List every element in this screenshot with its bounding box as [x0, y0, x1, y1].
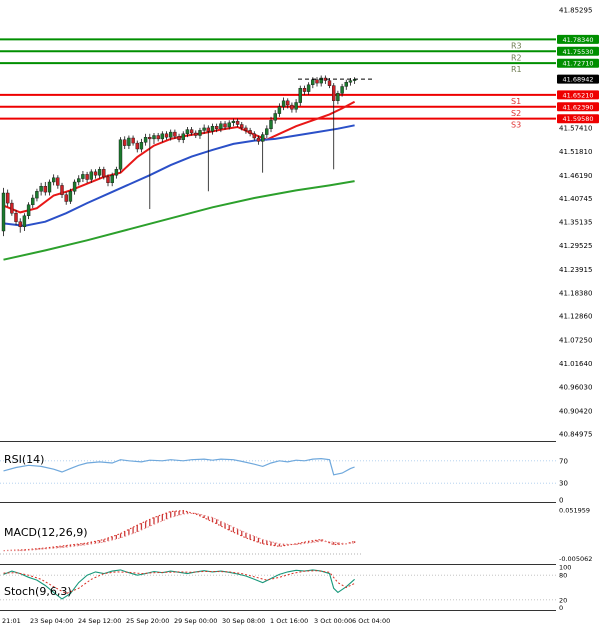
svg-text:41.57410: 41.57410: [559, 124, 592, 132]
resistance-price-badge: [557, 34, 599, 44]
rsi-indicator-label: RSI(14): [4, 453, 45, 466]
price-axis-labels: 41.85295 41.57410 41.51810 41.46190 41.40745…: [559, 7, 592, 439]
rsi-panel: 70 30 0: [0, 457, 568, 505]
support-price-badge: [557, 90, 599, 100]
svg-text:100: 100: [559, 564, 571, 572]
svg-text:41.07250: 41.07250: [559, 336, 592, 344]
time-axis-label: 3 Oct 00:00: [314, 617, 353, 625]
svg-text:41.23915: 41.23915: [559, 266, 592, 274]
svg-text:41.46190: 41.46190: [559, 172, 592, 180]
svg-text:40.96030: 40.96030: [559, 384, 592, 392]
svg-text:41.35135: 41.35135: [559, 218, 592, 226]
support-price-badge: [557, 114, 599, 124]
svg-text:70: 70: [559, 457, 568, 465]
svg-text:S3: S3: [511, 121, 521, 130]
time-axis-label: 25 Sep 20:00: [126, 617, 170, 625]
svg-text:S1: S1: [511, 97, 521, 106]
svg-text:41.75530: 41.75530: [562, 48, 593, 56]
svg-text:41.12860: 41.12860: [559, 313, 592, 321]
support-price-badge: [557, 102, 599, 112]
time-axis-label: 29 Sep 00:00: [174, 617, 218, 625]
svg-text:0: 0: [559, 604, 563, 612]
current-price-badge: [557, 74, 599, 84]
svg-text:41.78340: 41.78340: [562, 36, 593, 44]
svg-text:41.01640: 41.01640: [559, 360, 592, 368]
svg-text:41.51810: 41.51810: [559, 148, 592, 156]
panel-separators: [0, 441, 556, 611]
svg-text:40.84975: 40.84975: [559, 430, 592, 438]
stoch-indicator-label: Stoch(9,6,3): [4, 585, 72, 598]
svg-text:41.72710: 41.72710: [562, 60, 593, 68]
resistance-price-badge: [557, 46, 599, 56]
svg-text:20: 20: [559, 596, 567, 604]
candles: [1, 75, 357, 237]
svg-text:0: 0: [559, 497, 563, 505]
svg-text:80: 80: [559, 572, 567, 580]
time-axis-label: 23 Sep 04:00: [30, 617, 74, 625]
svg-text:30: 30: [559, 480, 568, 488]
svg-text:41.18380: 41.18380: [559, 289, 592, 297]
time-axis-label: 6 Oct 04:00: [352, 617, 391, 625]
svg-text:41.59580: 41.59580: [562, 115, 593, 123]
svg-text:0.051959: 0.051959: [559, 506, 590, 514]
time-axis-label: 1 Oct 16:00: [270, 617, 309, 625]
svg-text:41.40745: 41.40745: [559, 195, 592, 203]
svg-text:R3: R3: [511, 41, 522, 50]
svg-text:41.62390: 41.62390: [562, 103, 593, 111]
svg-text:S2: S2: [511, 109, 521, 118]
svg-text:41.68942: 41.68942: [562, 76, 593, 84]
price-axis-badges: 41.78340 41.75530 41.72710 41.65210 41.62390…: [557, 34, 599, 124]
macd-indicator-label: MACD(12,26,9): [4, 526, 88, 539]
svg-text:41.29525: 41.29525: [559, 242, 592, 250]
macd-panel: 0.051959 -0.005062: [0, 506, 592, 563]
svg-text:41.65210: 41.65210: [562, 91, 593, 99]
svg-text:41.85295: 41.85295: [559, 7, 592, 15]
resistance-price-badge: [557, 58, 599, 68]
pivot-lines: R3 R2 R1 S1 S2 S3: [0, 38, 556, 130]
time-axis-label: 21:01: [2, 617, 21, 625]
svg-text:R2: R2: [511, 53, 522, 62]
time-axis-label: 24 Sep 12:00: [78, 617, 122, 625]
svg-text:R1: R1: [511, 65, 522, 74]
time-axis-label: 30 Sep 08:00: [222, 617, 266, 625]
svg-text:40.90420: 40.90420: [559, 407, 592, 415]
svg-text:-0.005062: -0.005062: [559, 555, 592, 563]
